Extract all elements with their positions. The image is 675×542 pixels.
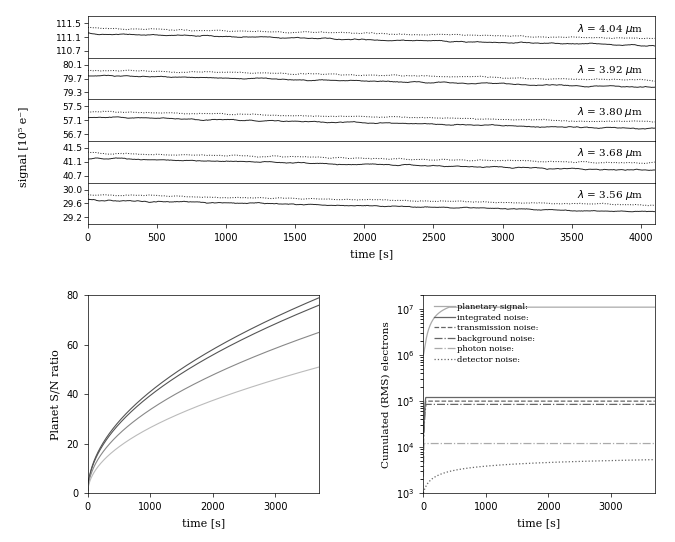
integrated noise:: [578, 394, 587, 401]
photon noise:: [419, 474, 427, 480]
planetary signal:: [522, 304, 530, 311]
transmission noise:: [513, 398, 521, 404]
background noise:: [443, 401, 452, 408]
Legend: planetary signal:, integrated noise:, transmission noise:, background noise:, ph: planetary signal:, integrated noise:, tr…: [432, 301, 540, 365]
integrated noise:: [604, 394, 612, 401]
photon noise:: [513, 440, 521, 447]
Text: $\lambda$ = 3.92 $\mu$m: $\lambda$ = 3.92 $\mu$m: [577, 63, 643, 78]
transmission noise:: [651, 398, 659, 404]
Line: transmission noise:: transmission noise:: [423, 401, 655, 438]
planetary signal:: [651, 304, 659, 311]
background noise:: [422, 401, 430, 408]
transmission noise:: [419, 435, 427, 442]
Line: planetary signal:: planetary signal:: [423, 307, 655, 355]
Text: $\lambda$ = 3.56 $\mu$m: $\lambda$ = 3.56 $\mu$m: [577, 188, 643, 202]
integrated noise:: [513, 394, 521, 401]
Line: integrated noise:: integrated noise:: [423, 397, 655, 433]
photon noise:: [604, 440, 612, 447]
integrated noise:: [443, 394, 452, 401]
photon noise:: [600, 440, 608, 447]
integrated noise:: [651, 394, 659, 401]
detector noise:: [604, 457, 612, 464]
background noise:: [578, 401, 587, 408]
photon noise:: [578, 440, 587, 447]
background noise:: [522, 401, 530, 408]
detector noise:: [521, 460, 529, 467]
Line: detector noise:: detector noise:: [423, 460, 655, 493]
Text: $\lambda$ = 3.68 $\mu$m: $\lambda$ = 3.68 $\mu$m: [577, 146, 643, 160]
detector noise:: [443, 469, 451, 475]
background noise:: [419, 443, 427, 450]
background noise:: [600, 401, 608, 408]
X-axis label: time [s]: time [s]: [182, 518, 225, 528]
X-axis label: time [s]: time [s]: [518, 518, 561, 528]
transmission noise:: [578, 398, 587, 404]
detector noise:: [513, 461, 521, 467]
Text: $\lambda$ = 4.04 $\mu$m: $\lambda$ = 4.04 $\mu$m: [577, 22, 643, 36]
planetary signal:: [600, 304, 608, 311]
photon noise:: [443, 440, 452, 447]
transmission noise:: [422, 398, 430, 404]
detector noise:: [578, 458, 587, 464]
background noise:: [513, 401, 521, 408]
photon noise:: [651, 440, 659, 447]
planetary signal:: [443, 305, 451, 311]
background noise:: [604, 401, 612, 408]
planetary signal:: [419, 352, 427, 358]
planetary signal:: [578, 304, 587, 311]
detector noise:: [600, 457, 608, 464]
transmission noise:: [604, 398, 612, 404]
planetary signal:: [446, 304, 454, 311]
Line: background noise:: background noise:: [423, 404, 655, 447]
detector noise:: [651, 456, 659, 463]
X-axis label: time [s]: time [s]: [350, 249, 393, 259]
photon noise:: [421, 440, 429, 447]
Y-axis label: Planet S/N ratio: Planet S/N ratio: [51, 349, 61, 440]
planetary signal:: [513, 304, 521, 311]
transmission noise:: [443, 398, 452, 404]
transmission noise:: [522, 398, 530, 404]
photon noise:: [522, 440, 530, 447]
Text: signal [10⁵ e⁻]: signal [10⁵ e⁻]: [19, 106, 28, 186]
integrated noise:: [419, 429, 427, 436]
detector noise:: [419, 490, 427, 496]
Line: photon noise:: photon noise:: [423, 443, 655, 477]
background noise:: [651, 401, 659, 408]
integrated noise:: [422, 394, 430, 401]
planetary signal:: [604, 304, 612, 311]
Y-axis label: Cumulated (RMS) electrons: Cumulated (RMS) electrons: [381, 321, 390, 468]
integrated noise:: [522, 394, 530, 401]
integrated noise:: [600, 394, 608, 401]
Text: $\lambda$ = 3.80 $\mu$m: $\lambda$ = 3.80 $\mu$m: [577, 105, 643, 119]
transmission noise:: [600, 398, 608, 404]
